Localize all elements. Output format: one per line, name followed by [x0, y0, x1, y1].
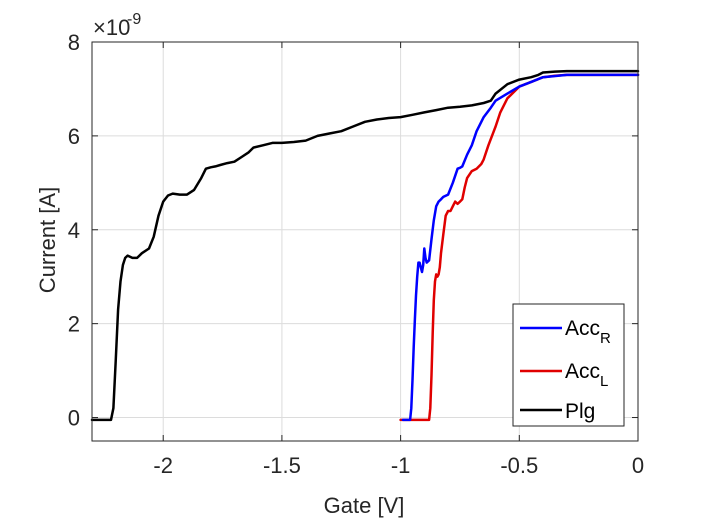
y-tick-label: 4: [68, 218, 80, 243]
legend-label-acc-r: AccR: [565, 317, 611, 347]
plot-frame: [91, 41, 639, 442]
series-line-plg: [90, 69, 640, 422]
x-tick-label: -1: [391, 453, 411, 478]
y-tick-label: 8: [68, 30, 80, 55]
legend-name-acc-l: Acc: [565, 360, 600, 383]
y-tick-label: 0: [68, 406, 80, 431]
x-tick-label: 0: [632, 453, 644, 478]
legend-box: [512, 303, 625, 427]
y-tick-label: 2: [68, 312, 80, 337]
x-tick-label: -0.5: [500, 453, 538, 478]
y-multiplier: ×10: [93, 15, 130, 40]
legend-label-acc-l: AccL: [565, 360, 608, 390]
y-axis-label: Current [A]: [35, 187, 60, 293]
legend-sub-acc-l: L: [600, 373, 608, 390]
legend-sub-acc-r: R: [600, 330, 611, 347]
x-tick-label: -2: [153, 453, 173, 478]
axis-ticks: -2 -1.5 -1 -0.5 0 0 2 4 6 8: [68, 30, 644, 478]
legend: AccR AccL Plg: [512, 303, 625, 427]
x-tick-label: -1.5: [263, 453, 301, 478]
legend-name-acc-r: Acc: [565, 317, 600, 340]
y-tick-label: 6: [68, 124, 80, 149]
series-line-acc-r: [401, 73, 640, 422]
x-axis-label: Gate [V]: [324, 493, 405, 518]
series-group: [90, 69, 640, 422]
y-exponent: -9: [127, 11, 141, 28]
legend-label-plg: Plg: [565, 400, 595, 423]
